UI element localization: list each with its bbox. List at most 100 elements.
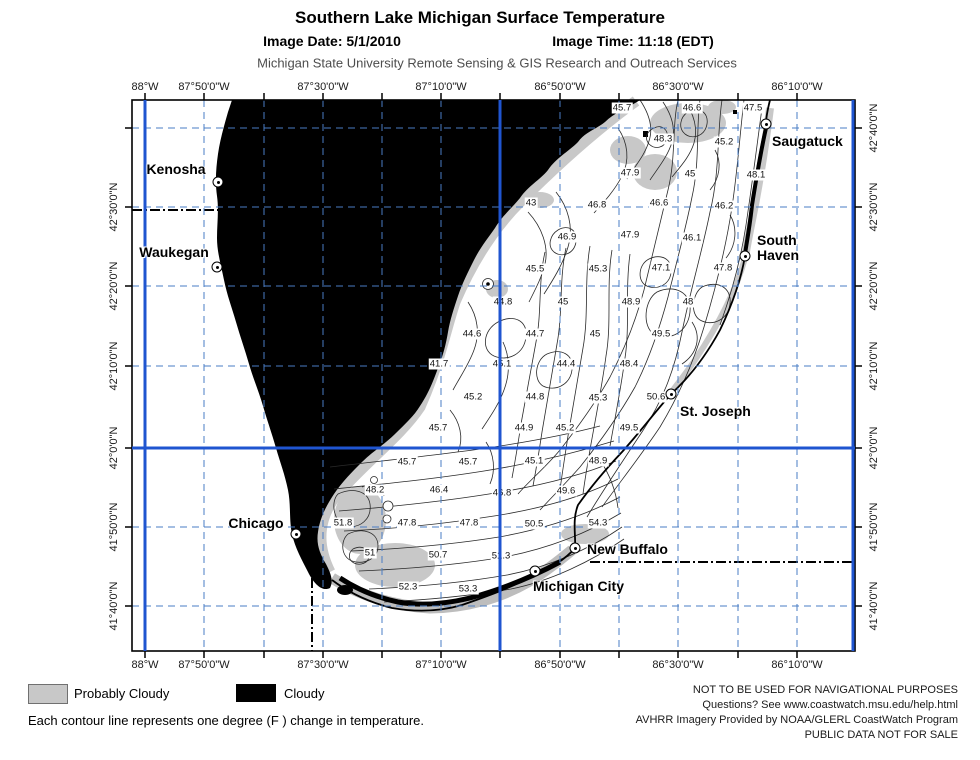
- city-marker-st-joseph: [665, 388, 677, 400]
- legend-label-cloudy: Cloudy: [284, 686, 325, 701]
- temp-label: 43: [524, 197, 538, 209]
- axis-label-lat: 42°10'0"N: [108, 341, 120, 391]
- temp-label: 53.3: [457, 583, 479, 595]
- temp-label: 44.6: [461, 328, 483, 340]
- temp-label: 48: [681, 296, 695, 308]
- city-marker-waukegan: [211, 261, 223, 273]
- axis-label-lat: 42°0'0"N: [108, 426, 120, 470]
- temp-label: 45.7: [457, 456, 479, 468]
- temp-label: 47.8: [458, 517, 480, 529]
- temp-label: 45: [556, 296, 570, 308]
- temp-label: 45.3: [587, 263, 609, 275]
- map-frame: [131, 99, 856, 652]
- temp-label: 46.2: [713, 200, 735, 212]
- temp-label: 47.8: [712, 262, 734, 274]
- city-label-st-joseph: St. Joseph: [680, 402, 751, 419]
- legend-swatch-probably-cloudy: [28, 684, 68, 704]
- city-marker-saugatuck: [760, 118, 772, 130]
- city-marker-kenosha: [212, 176, 224, 188]
- legend-swatch-cloudy: [236, 684, 276, 702]
- axis-label-lon: 86°30'0"W: [652, 81, 704, 93]
- city-marker-chicago: [290, 528, 302, 540]
- footer-line-1: NOT TO BE USED FOR NAVIGATIONAL PURPOSES: [692, 684, 958, 696]
- temp-label: 45.1: [523, 455, 545, 467]
- credit-line: Michigan State University Remote Sensing…: [257, 55, 737, 71]
- footer-line-2: Questions? See www.coastwatch.msu.edu/he…: [702, 699, 958, 711]
- footer-line-4: PUBLIC DATA NOT FOR SALE: [804, 729, 958, 741]
- city-label-south-haven: South Haven: [757, 232, 800, 263]
- temp-label: 48.1: [745, 169, 767, 181]
- axis-label-lon: 87°50'0"W: [178, 81, 230, 93]
- temp-label: 49.5: [618, 422, 640, 434]
- axis-label-lat: 41°40'0"N: [108, 581, 120, 631]
- axis-label-lon: 86°10'0"W: [771, 81, 823, 93]
- axis-label-lat: 42°30'0"N: [868, 182, 880, 232]
- city-label-saugatuck: Saugatuck: [772, 132, 843, 149]
- shoreline: [331, 99, 771, 612]
- temp-label: 45: [683, 168, 697, 180]
- map-title: Southern Lake Michigan Surface Temperatu…: [295, 8, 665, 27]
- temp-label: 45.7: [427, 422, 449, 434]
- temp-label: 46.8: [586, 199, 608, 211]
- temp-label: 44.4: [555, 358, 577, 370]
- temp-label: 47.5: [742, 102, 764, 114]
- temp-label: 47.9: [619, 229, 641, 241]
- temp-label: 45.2: [554, 422, 576, 434]
- axis-label-lon: 86°50'0"W: [534, 81, 586, 93]
- city-marker-new-buffalo: [569, 542, 581, 554]
- contour-note: Each contour line represents one degree …: [28, 713, 425, 728]
- axis-label-lon: 86°10'0"W: [771, 659, 823, 671]
- temp-label: 48.3: [652, 133, 674, 145]
- temp-label: 52.3: [397, 581, 419, 593]
- temp-label: 44.7: [524, 328, 546, 340]
- temp-label: 45.2: [713, 136, 735, 148]
- axis-label-lat: 41°50'0"N: [108, 502, 120, 552]
- axis-label-lon: 87°10'0"W: [415, 659, 467, 671]
- footer-line-3: AVHRR Imagery Provided by NOAA/GLERL Coa…: [635, 714, 958, 726]
- temp-label: 46.6: [681, 102, 703, 114]
- footer-disclaimer: NOT TO BE USED FOR NAVIGATIONAL PURPOSES…: [636, 683, 958, 743]
- temp-label: 45.5: [524, 263, 546, 275]
- temp-label: 45.2: [462, 391, 484, 403]
- city-marker-south-haven: [739, 250, 751, 262]
- temp-label: 46.4: [428, 484, 450, 496]
- axis-label-lon: 87°50'0"W: [178, 659, 230, 671]
- axis-label-lat: 42°40'0"N: [868, 103, 880, 153]
- axis-label-lat: 42°20'0"N: [868, 261, 880, 311]
- temp-label: 45.7: [611, 102, 633, 114]
- temp-label: 54.3: [587, 517, 609, 529]
- cloudy-area: [215, 100, 737, 595]
- axis-label-lat: 42°20'0"N: [108, 261, 120, 311]
- city-marker-michigan-city: [529, 565, 541, 577]
- axis-label-lon: 88°W: [131, 81, 159, 93]
- temp-label: 46.1: [681, 232, 703, 244]
- temp-label: 51.8: [332, 517, 354, 529]
- axis-label-lat: 42°0'0"N: [868, 426, 880, 470]
- axis-label-lon: 87°30'0"W: [297, 81, 349, 93]
- temp-label: 41.7: [428, 358, 450, 370]
- temp-label: 49.5: [650, 328, 672, 340]
- temp-label: 48.4: [618, 358, 640, 370]
- temp-label: 50.6: [645, 391, 667, 403]
- legend-label-probably-cloudy: Probably Cloudy: [74, 686, 170, 701]
- image-date: Image Date: 5/1/2010: [263, 33, 401, 49]
- temp-label: 47.9: [619, 167, 641, 179]
- axis-label-lon: 87°30'0"W: [297, 659, 349, 671]
- city-label-chicago: Chicago: [228, 514, 284, 531]
- axis-label-lat: 41°40'0"N: [868, 581, 880, 631]
- axis-label-lat: 41°50'0"N: [868, 502, 880, 552]
- temp-label: 48.9: [587, 455, 609, 467]
- temp-label: 47.1: [650, 262, 672, 274]
- temp-label: 48.9: [620, 296, 642, 308]
- temp-label: 46.8: [491, 487, 513, 499]
- axis-label-lat: 42°10'0"N: [868, 341, 880, 391]
- axis-label-lat: 42°30'0"N: [108, 182, 120, 232]
- temp-label: 45.1: [491, 358, 513, 370]
- temp-label: 51: [363, 547, 377, 559]
- temp-label: 50.5: [523, 518, 545, 530]
- city-label-kenosha: Kenosha: [146, 160, 206, 177]
